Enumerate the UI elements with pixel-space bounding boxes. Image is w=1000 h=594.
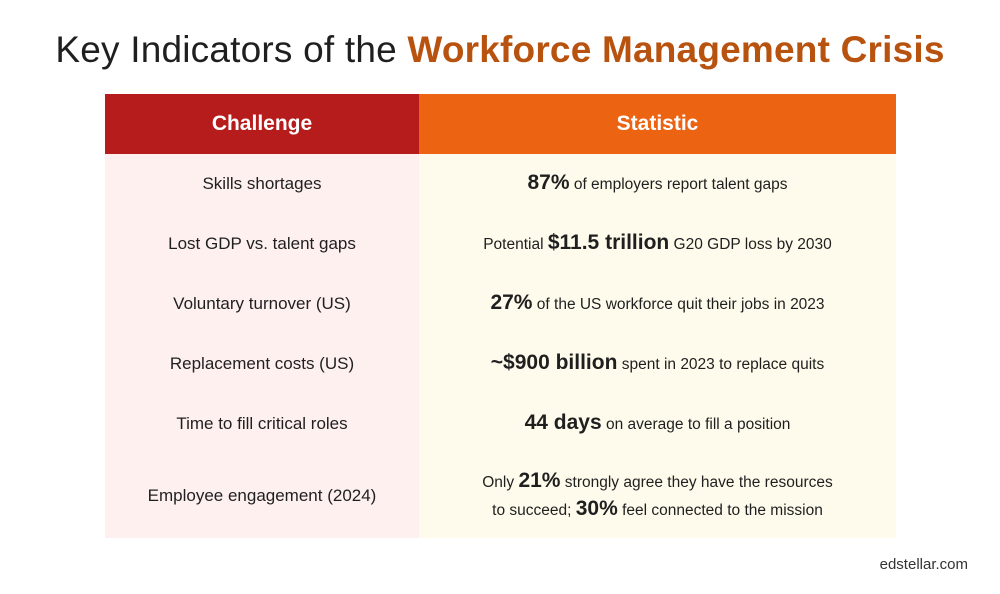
page-title-accent: Workforce Management Crisis <box>407 29 945 70</box>
stat-highlight: $11.5 trillion <box>547 231 670 254</box>
statistic-cell: 44 days on average to fill a position <box>419 394 896 454</box>
stat-prefix: Only <box>482 474 515 491</box>
stat-text: G20 GDP loss by 2030 <box>673 236 832 253</box>
table-row: Replacement costs (US) ~$900 billion spe… <box>105 334 896 394</box>
header-challenge: Challenge <box>105 94 419 154</box>
stat-prefix: to succeed; <box>492 502 572 519</box>
table-row: Skills shortages 87% of employers report… <box>105 154 896 214</box>
stat-text: feel connected to the mission <box>622 502 823 519</box>
stat-text: on average to fill a position <box>605 416 791 433</box>
stat-text: of the US workforce quit their jobs in 2… <box>536 296 825 313</box>
table-body: Skills shortages 87% of employers report… <box>105 154 896 538</box>
challenge-cell: Lost GDP vs. talent gaps <box>105 214 419 274</box>
indicators-table: Challenge Statistic Skills shortages 87%… <box>105 94 896 538</box>
stat-text: of employers report talent gaps <box>573 176 788 193</box>
table-row: Lost GDP vs. talent gaps Potential $11.5… <box>105 214 896 274</box>
source-credit: edstellar.com <box>879 556 968 573</box>
header-statistic: Statistic <box>419 94 896 154</box>
stat-highlight: 21% <box>518 469 561 492</box>
table-row: Voluntary turnover (US) 27% of the US wo… <box>105 274 896 334</box>
challenge-cell: Voluntary turnover (US) <box>105 274 419 334</box>
stat-highlight: 44 days <box>524 411 602 434</box>
statistic-cell: 27% of the US workforce quit their jobs … <box>419 274 896 334</box>
stat-highlight: 27% <box>490 291 533 314</box>
stat-highlight: 87% <box>527 171 570 194</box>
stat-highlight: 30% <box>575 497 618 520</box>
page-title: Key Indicators of the Workforce Manageme… <box>0 22 1000 78</box>
challenge-cell: Time to fill critical roles <box>105 394 419 454</box>
stat-text: spent in 2023 to replace quits <box>621 356 825 373</box>
statistic-cell: Potential $11.5 trillion G20 GDP loss by… <box>419 214 896 274</box>
statistic-cell: ~$900 billion spent in 2023 to replace q… <box>419 334 896 394</box>
table-row: Time to fill critical roles 44 days on a… <box>105 394 896 454</box>
statistic-cell: 87% of employers report talent gaps <box>419 154 896 214</box>
statistic-cell: Only 21% strongly agree they have the re… <box>419 454 896 538</box>
challenge-cell: Skills shortages <box>105 154 419 214</box>
challenge-cell: Employee engagement (2024) <box>105 454 419 538</box>
stat-text: strongly agree they have the resources <box>564 474 833 491</box>
table-row: Employee engagement (2024) Only 21% stro… <box>105 454 896 538</box>
table-header-row: Challenge Statistic <box>105 94 896 154</box>
challenge-cell: Replacement costs (US) <box>105 334 419 394</box>
stat-prefix: Potential <box>483 236 544 253</box>
stat-highlight: ~$900 billion <box>490 351 618 374</box>
page-title-plain: Key Indicators of the <box>55 29 397 70</box>
